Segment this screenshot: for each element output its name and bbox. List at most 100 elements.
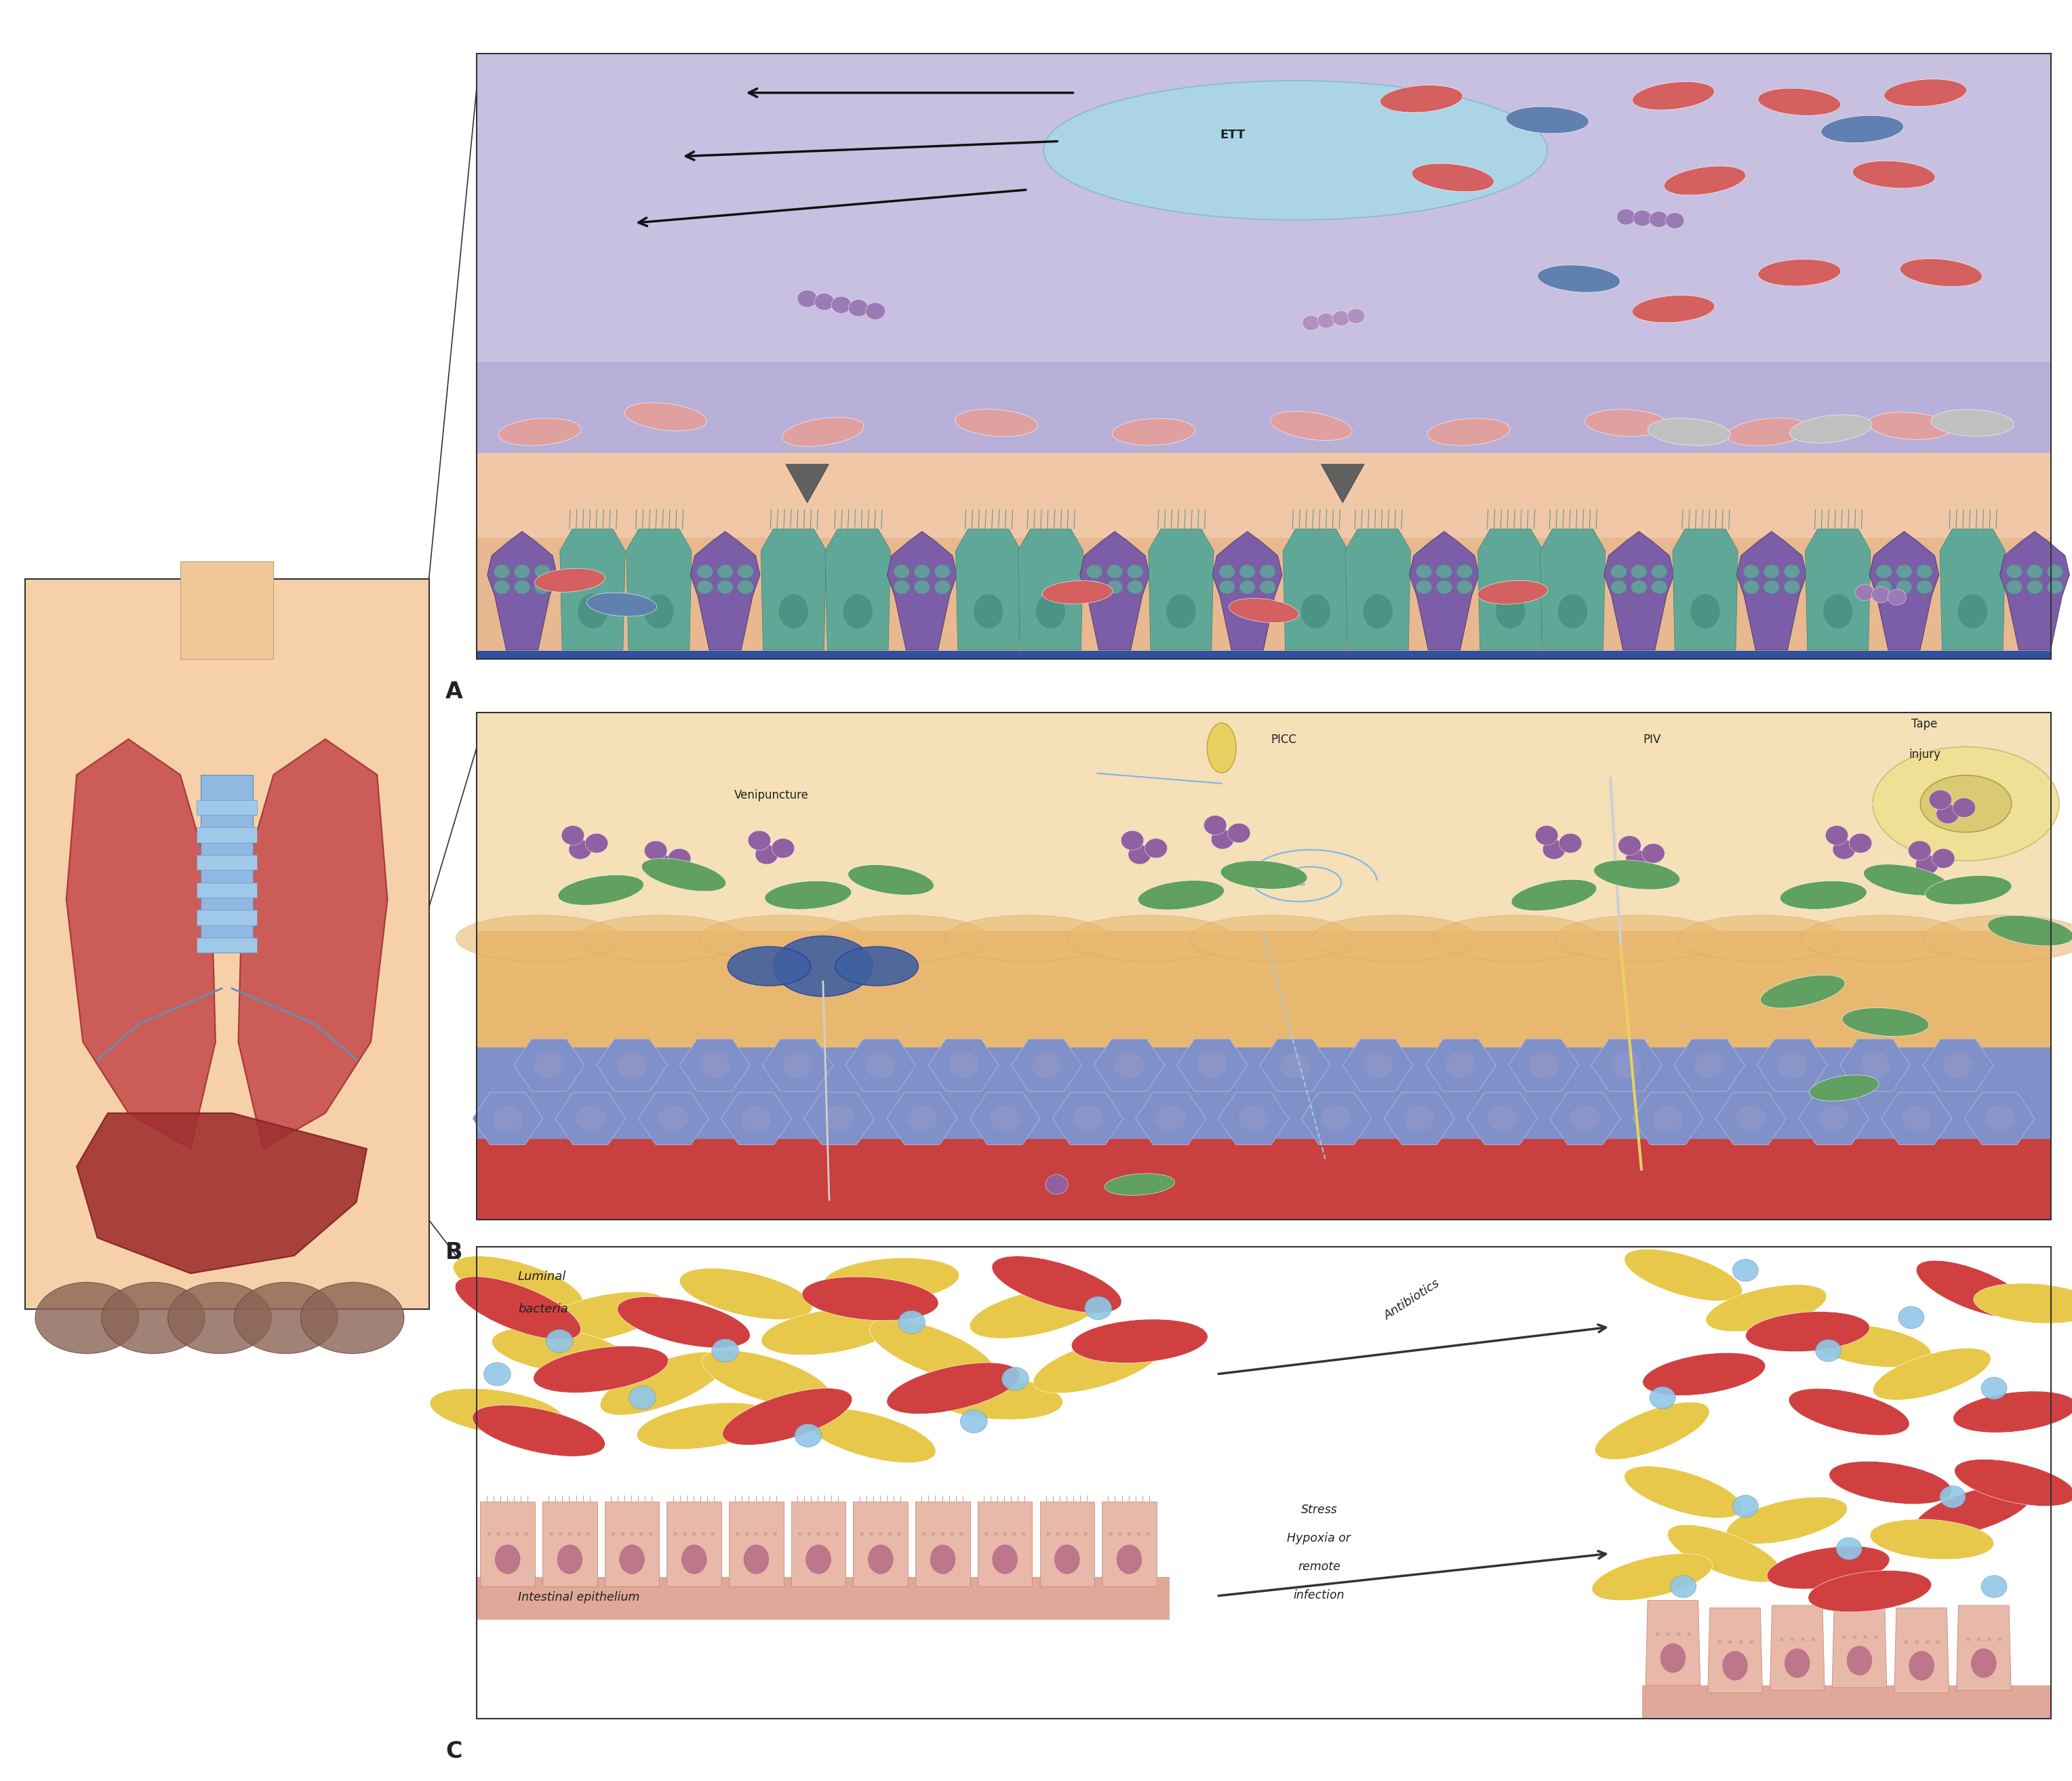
Ellipse shape — [1908, 1651, 1933, 1679]
Ellipse shape — [1537, 265, 1620, 292]
Circle shape — [1239, 1106, 1268, 1131]
Circle shape — [1687, 1633, 1691, 1635]
Ellipse shape — [765, 882, 852, 910]
Ellipse shape — [1830, 1460, 1952, 1505]
Polygon shape — [77, 1113, 367, 1273]
Circle shape — [1558, 834, 1581, 853]
Ellipse shape — [1846, 1646, 1871, 1676]
Ellipse shape — [1411, 164, 1494, 192]
Circle shape — [1904, 1640, 1908, 1644]
Circle shape — [1736, 1106, 1765, 1131]
Polygon shape — [760, 529, 827, 650]
Polygon shape — [1426, 1038, 1496, 1092]
Circle shape — [1801, 1639, 1805, 1640]
Ellipse shape — [1767, 1546, 1890, 1589]
Circle shape — [899, 1311, 926, 1334]
Ellipse shape — [578, 595, 607, 629]
Ellipse shape — [491, 1327, 628, 1373]
Ellipse shape — [835, 947, 918, 987]
Circle shape — [1763, 565, 1780, 579]
Circle shape — [1819, 1106, 1848, 1131]
Circle shape — [1535, 826, 1558, 846]
Polygon shape — [1477, 529, 1544, 650]
Bar — [197, 826, 257, 842]
Circle shape — [808, 1532, 810, 1535]
Ellipse shape — [586, 593, 657, 616]
Bar — [477, 712, 2051, 940]
Ellipse shape — [1923, 915, 2072, 962]
Ellipse shape — [601, 1352, 725, 1416]
Ellipse shape — [644, 595, 673, 629]
Polygon shape — [970, 1092, 1040, 1145]
Polygon shape — [1923, 1038, 1993, 1092]
Bar — [477, 650, 2051, 659]
Bar — [477, 53, 2051, 659]
Bar — [197, 800, 257, 814]
Polygon shape — [1869, 531, 1939, 650]
Ellipse shape — [926, 1377, 1063, 1419]
Circle shape — [1457, 581, 1473, 593]
Ellipse shape — [1647, 419, 1730, 445]
Ellipse shape — [1873, 746, 2060, 860]
Ellipse shape — [1784, 1649, 1809, 1678]
Circle shape — [1115, 1053, 1144, 1078]
Circle shape — [547, 1329, 574, 1354]
Ellipse shape — [1722, 1651, 1747, 1679]
Polygon shape — [667, 1501, 721, 1587]
Ellipse shape — [1705, 1284, 1828, 1332]
Circle shape — [1239, 565, 1256, 579]
Text: Venipuncture: Venipuncture — [733, 789, 808, 801]
Circle shape — [640, 1532, 642, 1535]
Circle shape — [493, 581, 510, 593]
Ellipse shape — [802, 1277, 939, 1320]
Polygon shape — [887, 1092, 957, 1145]
Polygon shape — [66, 739, 215, 1149]
Circle shape — [756, 844, 779, 864]
Circle shape — [1138, 1532, 1140, 1535]
Circle shape — [1939, 1485, 1966, 1509]
Ellipse shape — [1167, 595, 1196, 629]
Circle shape — [1842, 1635, 1846, 1639]
Circle shape — [984, 1532, 988, 1535]
Ellipse shape — [454, 1256, 582, 1313]
Circle shape — [2026, 565, 2043, 579]
Text: infection: infection — [1293, 1589, 1345, 1601]
Circle shape — [1925, 1640, 1929, 1644]
Ellipse shape — [823, 1257, 959, 1302]
Ellipse shape — [1921, 775, 2012, 832]
Ellipse shape — [781, 417, 864, 447]
Circle shape — [711, 1532, 715, 1535]
Ellipse shape — [1220, 860, 1307, 889]
Circle shape — [617, 1053, 646, 1078]
Circle shape — [611, 1532, 615, 1535]
Text: Stress: Stress — [1301, 1503, 1336, 1516]
Polygon shape — [1539, 529, 1606, 650]
Circle shape — [765, 1532, 767, 1535]
Circle shape — [696, 581, 713, 593]
Ellipse shape — [1757, 89, 1840, 116]
Circle shape — [1303, 315, 1320, 329]
Circle shape — [1086, 581, 1102, 593]
Polygon shape — [845, 1038, 916, 1092]
Polygon shape — [1591, 1038, 1662, 1092]
Polygon shape — [1384, 1092, 1455, 1145]
Ellipse shape — [1915, 1485, 2033, 1537]
Polygon shape — [1832, 1603, 1888, 1688]
Polygon shape — [1633, 1092, 1703, 1145]
Polygon shape — [1148, 529, 1214, 650]
Ellipse shape — [1883, 78, 1966, 107]
Circle shape — [1065, 1532, 1069, 1535]
Polygon shape — [1550, 1092, 1620, 1145]
Circle shape — [485, 1362, 512, 1386]
Ellipse shape — [843, 595, 872, 629]
Circle shape — [814, 294, 835, 310]
Circle shape — [1260, 565, 1276, 579]
Polygon shape — [1508, 1038, 1579, 1092]
Ellipse shape — [1726, 419, 1809, 445]
Ellipse shape — [970, 1288, 1102, 1338]
Ellipse shape — [1668, 1525, 1782, 1582]
Ellipse shape — [1301, 595, 1330, 629]
Polygon shape — [543, 1501, 597, 1587]
Circle shape — [1633, 210, 1651, 226]
Circle shape — [742, 1106, 771, 1131]
